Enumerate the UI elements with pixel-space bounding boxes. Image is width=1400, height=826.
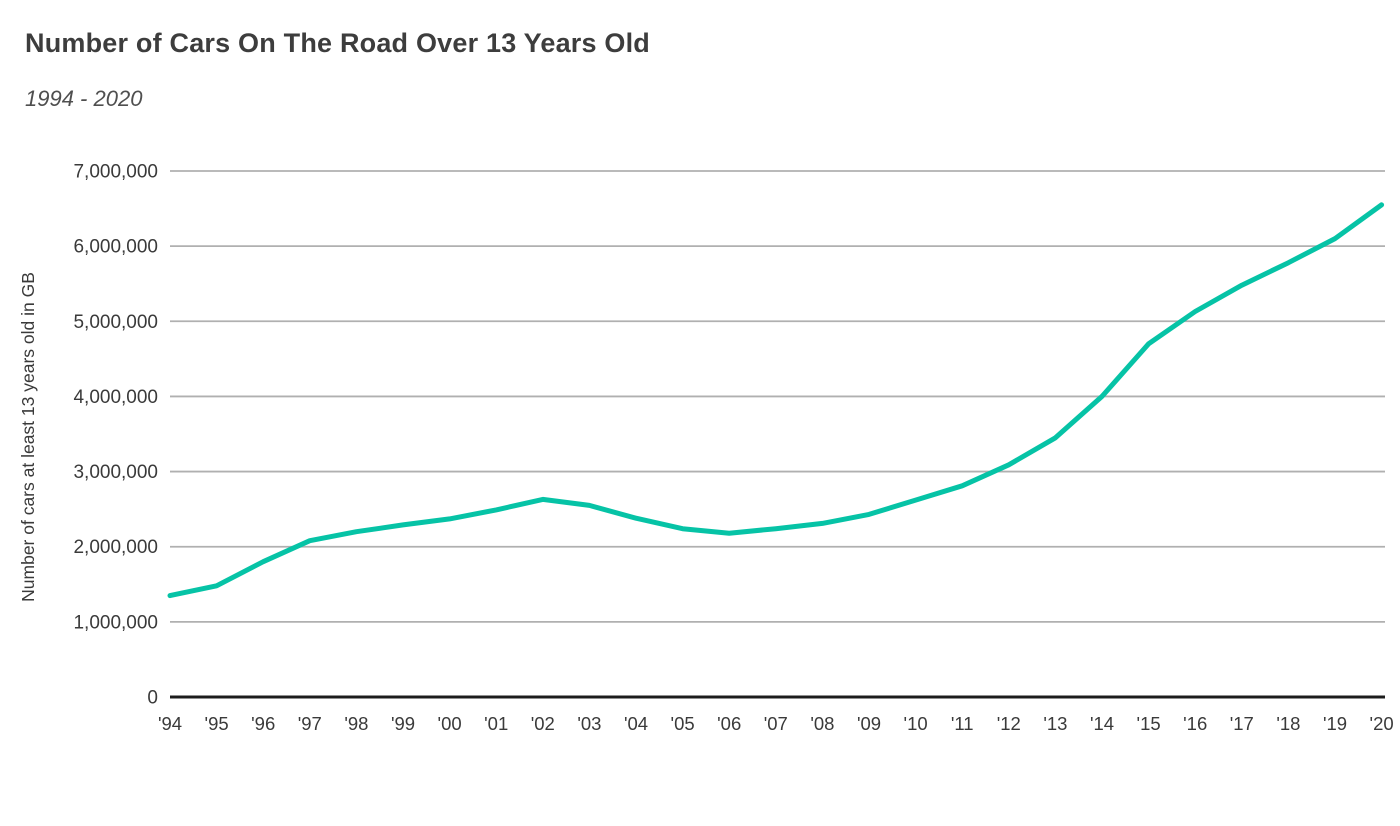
x-tick-label: '02 [531, 713, 555, 734]
x-tick-label: '17 [1230, 713, 1254, 734]
x-tick-label: '99 [391, 713, 415, 734]
y-tick-labels: 0 1,000,000 2,000,000 3,000,000 4,000,000 5,0… [73, 162, 158, 709]
x-tick-label: '10 [904, 713, 928, 734]
x-tick-label: '97 [298, 713, 322, 734]
x-tick-label: '98 [344, 713, 368, 734]
data-line [167, 202, 1385, 599]
y-tick-label: 7,000,000 [73, 162, 158, 183]
y-tick-label: 4,000,000 [73, 387, 158, 408]
x-tick-label: '03 [577, 713, 601, 734]
x-tick-label: '11 [951, 713, 974, 734]
x-tick-label: '00 [438, 713, 462, 734]
x-tick-label: '94 [158, 713, 182, 734]
x-tick-label: '06 [717, 713, 741, 734]
y-tick-label: 0 [147, 688, 158, 709]
x-tick-label: '16 [1183, 713, 1207, 734]
y-tick-label: 1,000,000 [73, 612, 158, 633]
x-tick-label: '09 [857, 713, 881, 734]
x-tick-labels: '94 '95 '96 '97 '98 '99 '00 '01 '02 '03 '04 '05 '06 '… [158, 713, 1394, 734]
chart-subtitle: 1994 - 2020 [25, 86, 143, 111]
chart-title: Number of Cars On The Road Over 13 Years… [25, 28, 651, 58]
footer: NimbleFins Source: Department for Transp… [0, 746, 1400, 826]
x-tick-label: '15 [1137, 713, 1161, 734]
x-tick-label: '95 [205, 713, 229, 734]
x-tick-label: '18 [1276, 713, 1300, 734]
x-tick-label: '01 [484, 713, 508, 734]
y-tick-label: 2,000,000 [73, 537, 158, 558]
x-tick-label: '20 [1370, 713, 1394, 734]
y-tick-label: 3,000,000 [73, 462, 158, 483]
x-tick-label: '05 [671, 713, 695, 734]
x-tick-label: '12 [997, 713, 1021, 734]
x-tick-label: '14 [1090, 713, 1114, 734]
y-tick-label: 6,000,000 [73, 237, 158, 258]
x-tick-label: '19 [1323, 713, 1347, 734]
y-tick-label: 5,000,000 [73, 312, 158, 333]
x-tick-label: '07 [764, 713, 788, 734]
x-tick-label: '96 [251, 713, 275, 734]
x-tick-label: '13 [1043, 713, 1067, 734]
x-tick-label: '08 [810, 713, 834, 734]
gridlines [170, 170, 1385, 699]
line-chart: 0 1,000,000 2,000,000 3,000,000 4,000,000 5,0… [18, 162, 1394, 735]
y-axis-title: Number of cars at least 13 years old in … [18, 272, 38, 602]
x-tick-label: '04 [624, 713, 648, 734]
